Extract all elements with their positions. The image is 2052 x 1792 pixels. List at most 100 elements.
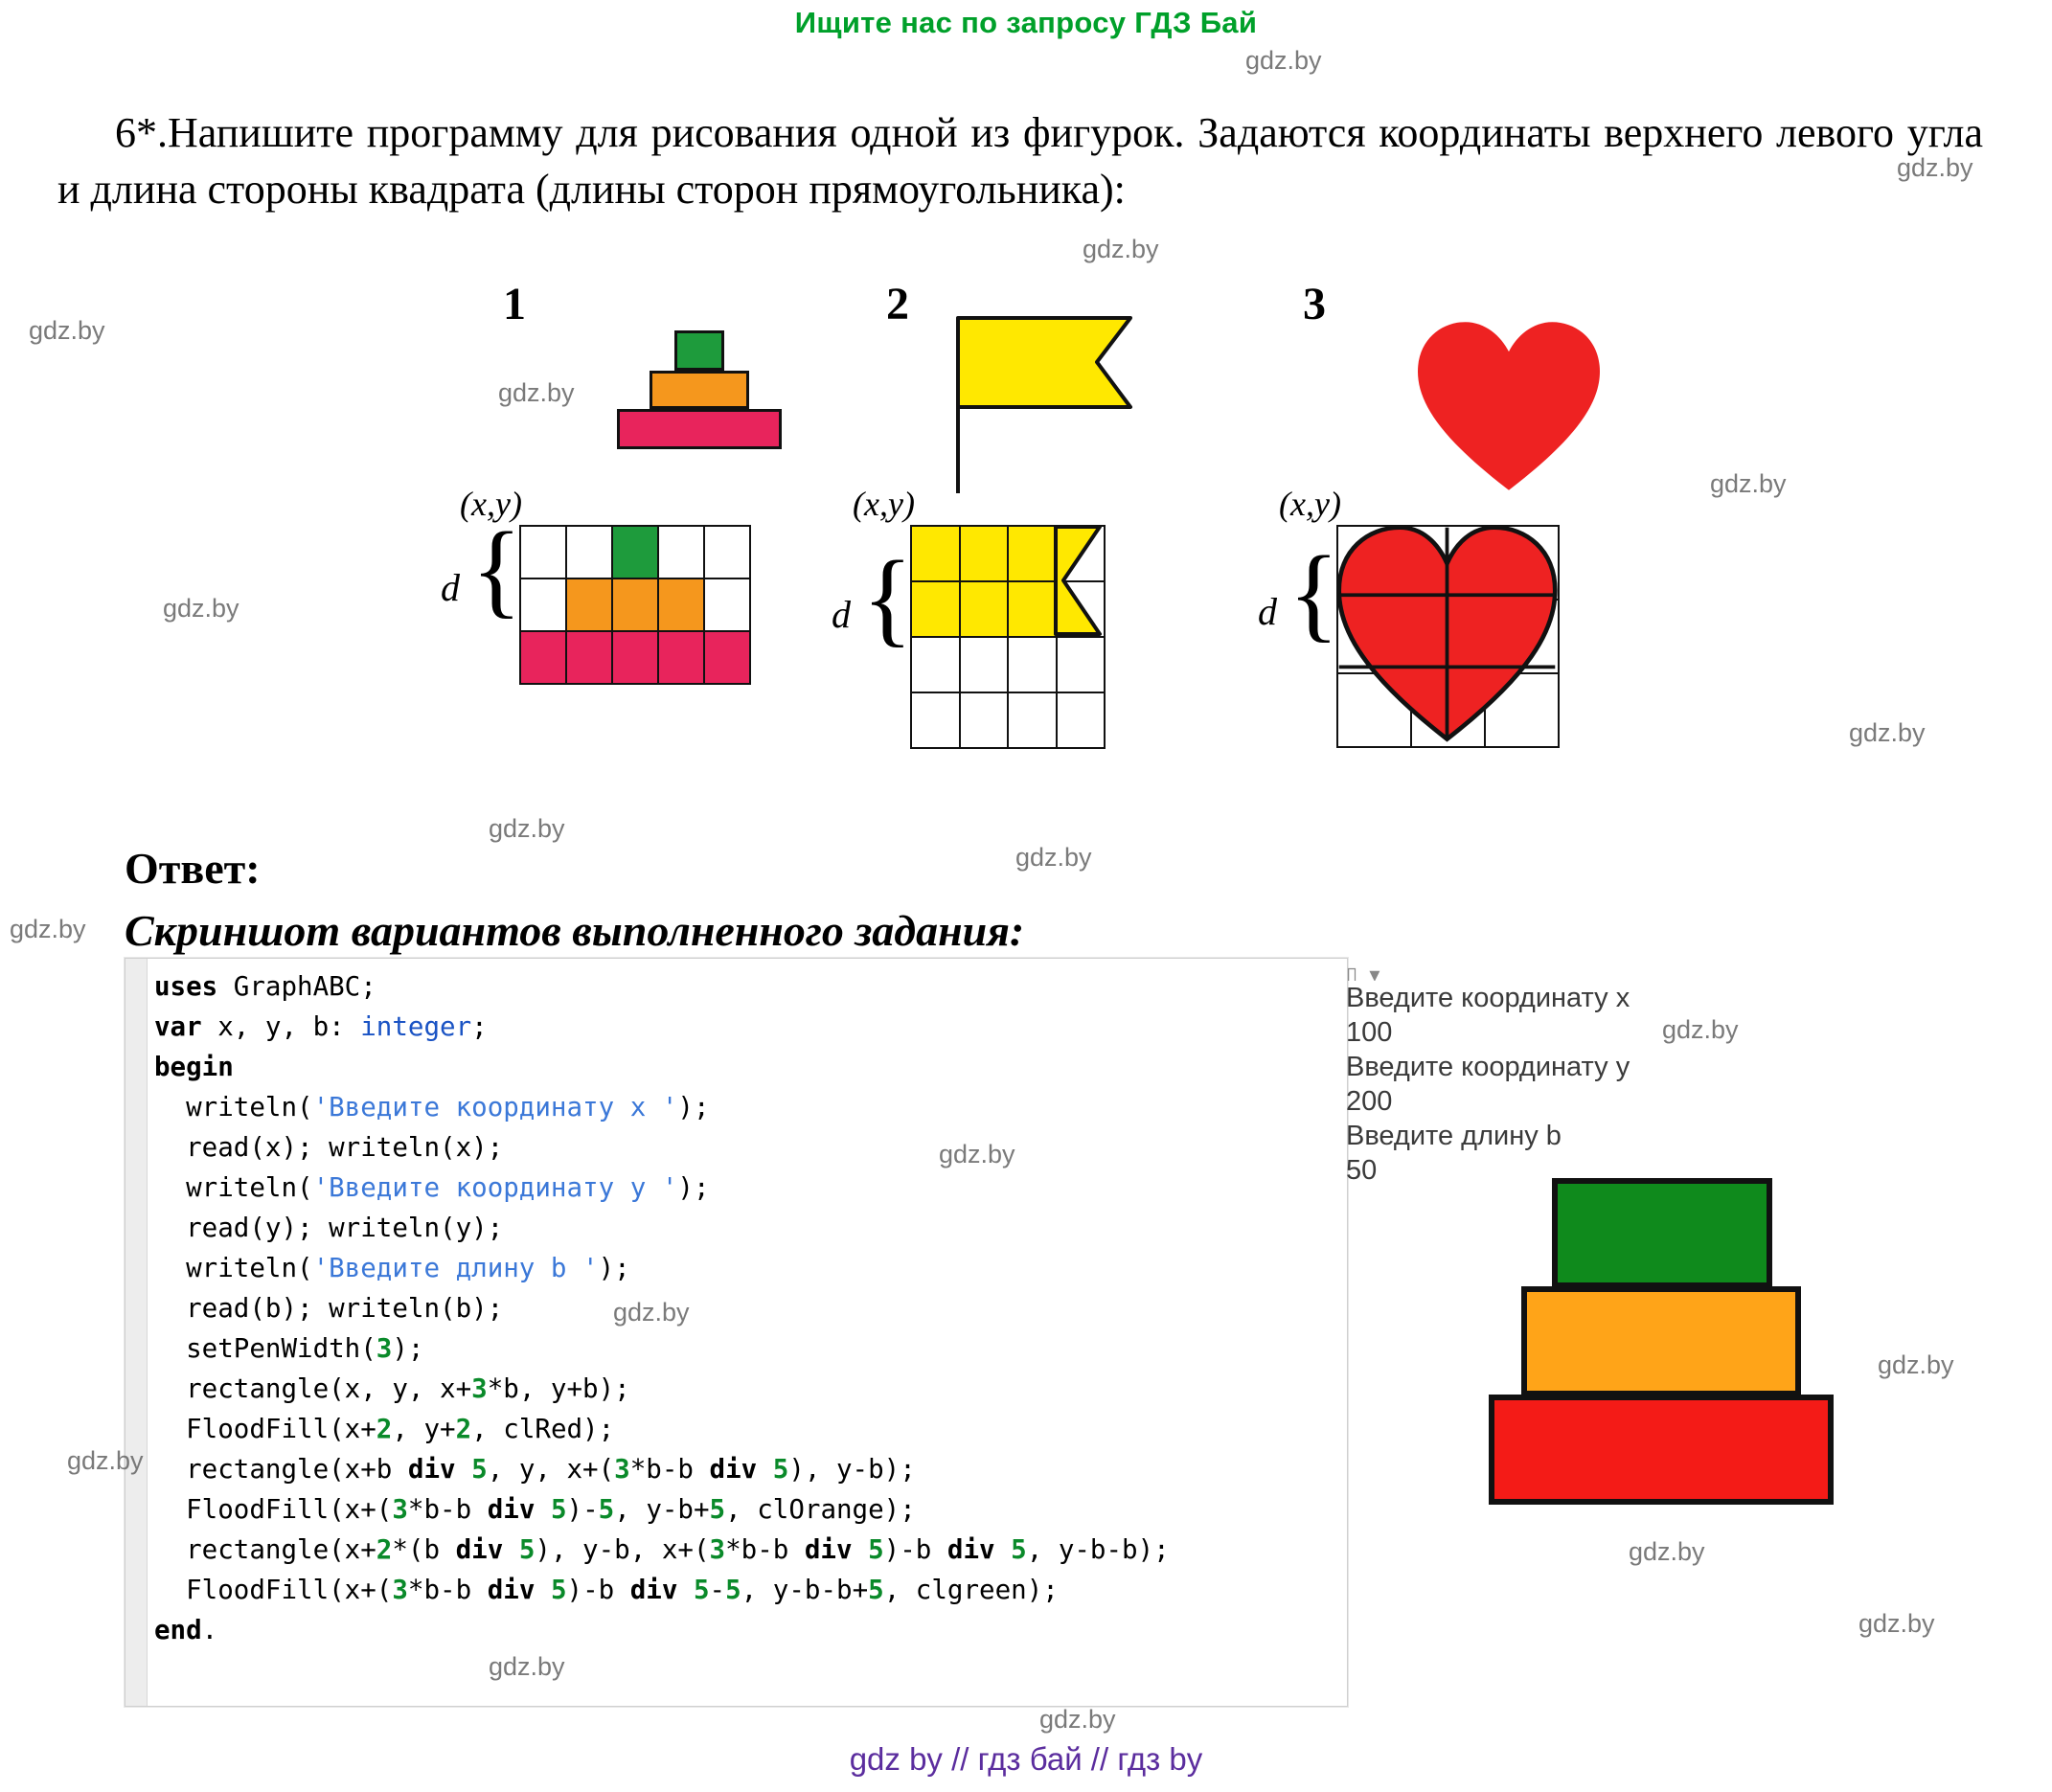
code-line: rectangle(x+2*(b div 5), y-b, x+(3*b-b d… bbox=[154, 1534, 1170, 1565]
code-line: writeln('Введите координату y '); bbox=[154, 1172, 710, 1203]
figure-3-number: 3 bbox=[1303, 279, 1326, 329]
code-line: rectangle(x, y, x+3*b, y+b); bbox=[154, 1373, 630, 1404]
console-prompt: Введите координату x bbox=[1346, 983, 1630, 1013]
grid-cell bbox=[657, 525, 705, 579]
pyramid-top-block bbox=[674, 330, 724, 371]
rendered-green-rect bbox=[1552, 1178, 1772, 1288]
pyramid-mid-block bbox=[650, 371, 749, 409]
code-line: writeln('Введите координату x '); bbox=[154, 1092, 710, 1123]
task-number: 6*. bbox=[115, 109, 168, 156]
console-line: 50 bbox=[1346, 1153, 1882, 1188]
grid-cell bbox=[1484, 672, 1560, 748]
grid-cell bbox=[565, 578, 613, 632]
code-line: FloodFill(x+2, y+2, clRed); bbox=[154, 1414, 615, 1444]
table-row bbox=[519, 578, 751, 632]
grid-cell bbox=[1007, 525, 1058, 582]
watermark: gdz.by bbox=[1710, 469, 1787, 498]
task-statement: 6*.Напишите программу для рисования одно… bbox=[57, 105, 1983, 218]
answer-subtitle: Скриншот вариантов выполненного задания: bbox=[125, 906, 1025, 955]
table-row bbox=[519, 630, 751, 685]
table-row bbox=[910, 636, 1106, 693]
watermark: gdz.by bbox=[498, 378, 575, 407]
grid-cell bbox=[910, 692, 961, 749]
figure-1-sample bbox=[594, 330, 805, 455]
watermark: gdz.by bbox=[1039, 1705, 1116, 1734]
figure-2-brace: { bbox=[862, 539, 913, 656]
pyramid-base-block bbox=[617, 409, 782, 449]
console-line: Введите координату x bbox=[1346, 981, 1882, 1015]
figure-1-brace: { bbox=[471, 510, 522, 627]
figure-2-group: 2 (x,y) { d bbox=[832, 279, 1197, 795]
console-value: 50 bbox=[1346, 1155, 1378, 1186]
figure-2-xy-label: (x,y) bbox=[853, 485, 915, 523]
site-banner: Ищите нас по запросу ГДЗ Бай bbox=[794, 6, 1258, 39]
grid-cell bbox=[703, 578, 751, 632]
watermark: gdz.by bbox=[1897, 153, 1973, 182]
grid-cell bbox=[519, 525, 567, 579]
grid-cell bbox=[1055, 692, 1106, 749]
code-line: FloodFill(x+(3*b-b div 5)-b div 5-5, y-b… bbox=[154, 1575, 1059, 1605]
figure-2-d-label: d bbox=[832, 593, 851, 636]
figure-3-brace: { bbox=[1288, 534, 1339, 651]
console-titlebar-fragment: ▯ ▾ bbox=[1346, 963, 1380, 981]
watermark: gdz.by bbox=[163, 594, 239, 623]
watermark: gdz.by bbox=[29, 316, 105, 345]
console-output: ▯ ▾ Введите координату x 100 Введите коо… bbox=[1346, 958, 1882, 1188]
watermark: gdz.by bbox=[67, 1446, 144, 1475]
code-line: rectangle(x+b div 5, y, x+(3*b-b div 5),… bbox=[154, 1454, 916, 1485]
figure-3-sample bbox=[1418, 322, 1600, 490]
watermark: gdz.by bbox=[939, 1140, 1015, 1168]
console-value: 100 bbox=[1346, 1017, 1393, 1048]
figure-2-number: 2 bbox=[886, 279, 909, 329]
grid-cell bbox=[1007, 636, 1058, 693]
figure-2-sample bbox=[956, 316, 1132, 493]
figure-1-xy-label: (x,y) bbox=[460, 485, 522, 523]
figure-1-group: 1 (x,y) { d bbox=[441, 279, 814, 795]
console-prompt: Введите длину b bbox=[1346, 1121, 1562, 1151]
watermark: gdz.by bbox=[1083, 235, 1159, 263]
answer-label: Ответ: bbox=[125, 844, 261, 893]
watermark: gdz.by bbox=[1629, 1537, 1705, 1566]
grid-cell bbox=[703, 630, 751, 685]
table-row bbox=[519, 525, 751, 579]
grid-cell bbox=[910, 580, 961, 638]
grid-cell bbox=[958, 636, 1009, 693]
grid-cell bbox=[611, 578, 659, 632]
grid-cell bbox=[657, 578, 705, 632]
rendered-pyramid-output bbox=[1489, 1159, 1849, 1505]
code-line: FloodFill(x+(3*b-b div 5)-5, y-b+5, clOr… bbox=[154, 1494, 916, 1525]
console-prompt: Введите координату y bbox=[1346, 1052, 1630, 1082]
code-line: uses GraphABC; bbox=[154, 971, 376, 1002]
figure-3-xy-label: (x,y) bbox=[1279, 485, 1341, 523]
watermark: gdz.by bbox=[489, 814, 565, 843]
grid-cell bbox=[519, 578, 567, 632]
watermark: gdz.by bbox=[1245, 46, 1322, 75]
code-line: begin bbox=[154, 1052, 234, 1082]
console-line: 100 bbox=[1346, 1015, 1882, 1050]
grid-cell bbox=[565, 525, 613, 579]
grid-cell bbox=[703, 525, 751, 579]
grid-cell bbox=[611, 630, 659, 685]
watermark: gdz.by bbox=[1849, 718, 1926, 747]
grid-cell bbox=[910, 525, 961, 582]
code-line: end. bbox=[154, 1615, 218, 1645]
code-line: var x, y, b: integer; bbox=[154, 1011, 488, 1042]
rendered-red-rect bbox=[1489, 1395, 1834, 1505]
code-screenshot-panel: uses GraphABC; var x, y, b: integer; beg… bbox=[125, 958, 1348, 1707]
grid-cell bbox=[910, 636, 961, 693]
figure-1-number: 1 bbox=[503, 279, 526, 329]
console-value: 200 bbox=[1346, 1086, 1393, 1117]
figure-1-grid bbox=[519, 525, 751, 685]
watermark: gdz.by bbox=[1878, 1350, 1954, 1379]
figure-2-grid-wrap bbox=[910, 525, 1106, 749]
console-line: Введите длину b bbox=[1346, 1119, 1882, 1153]
grid-cell bbox=[1007, 692, 1058, 749]
figure-2-flag-overlay bbox=[1054, 525, 1102, 636]
watermark: gdz.by bbox=[1662, 1015, 1739, 1044]
grid-cell bbox=[958, 580, 1009, 638]
grid-cell bbox=[519, 630, 567, 685]
code-line: writeln('Введите длину b '); bbox=[154, 1253, 630, 1283]
code-line: read(y); writeln(y); bbox=[154, 1213, 504, 1243]
grid-cell bbox=[565, 630, 613, 685]
watermark: gdz.by bbox=[1015, 843, 1092, 872]
